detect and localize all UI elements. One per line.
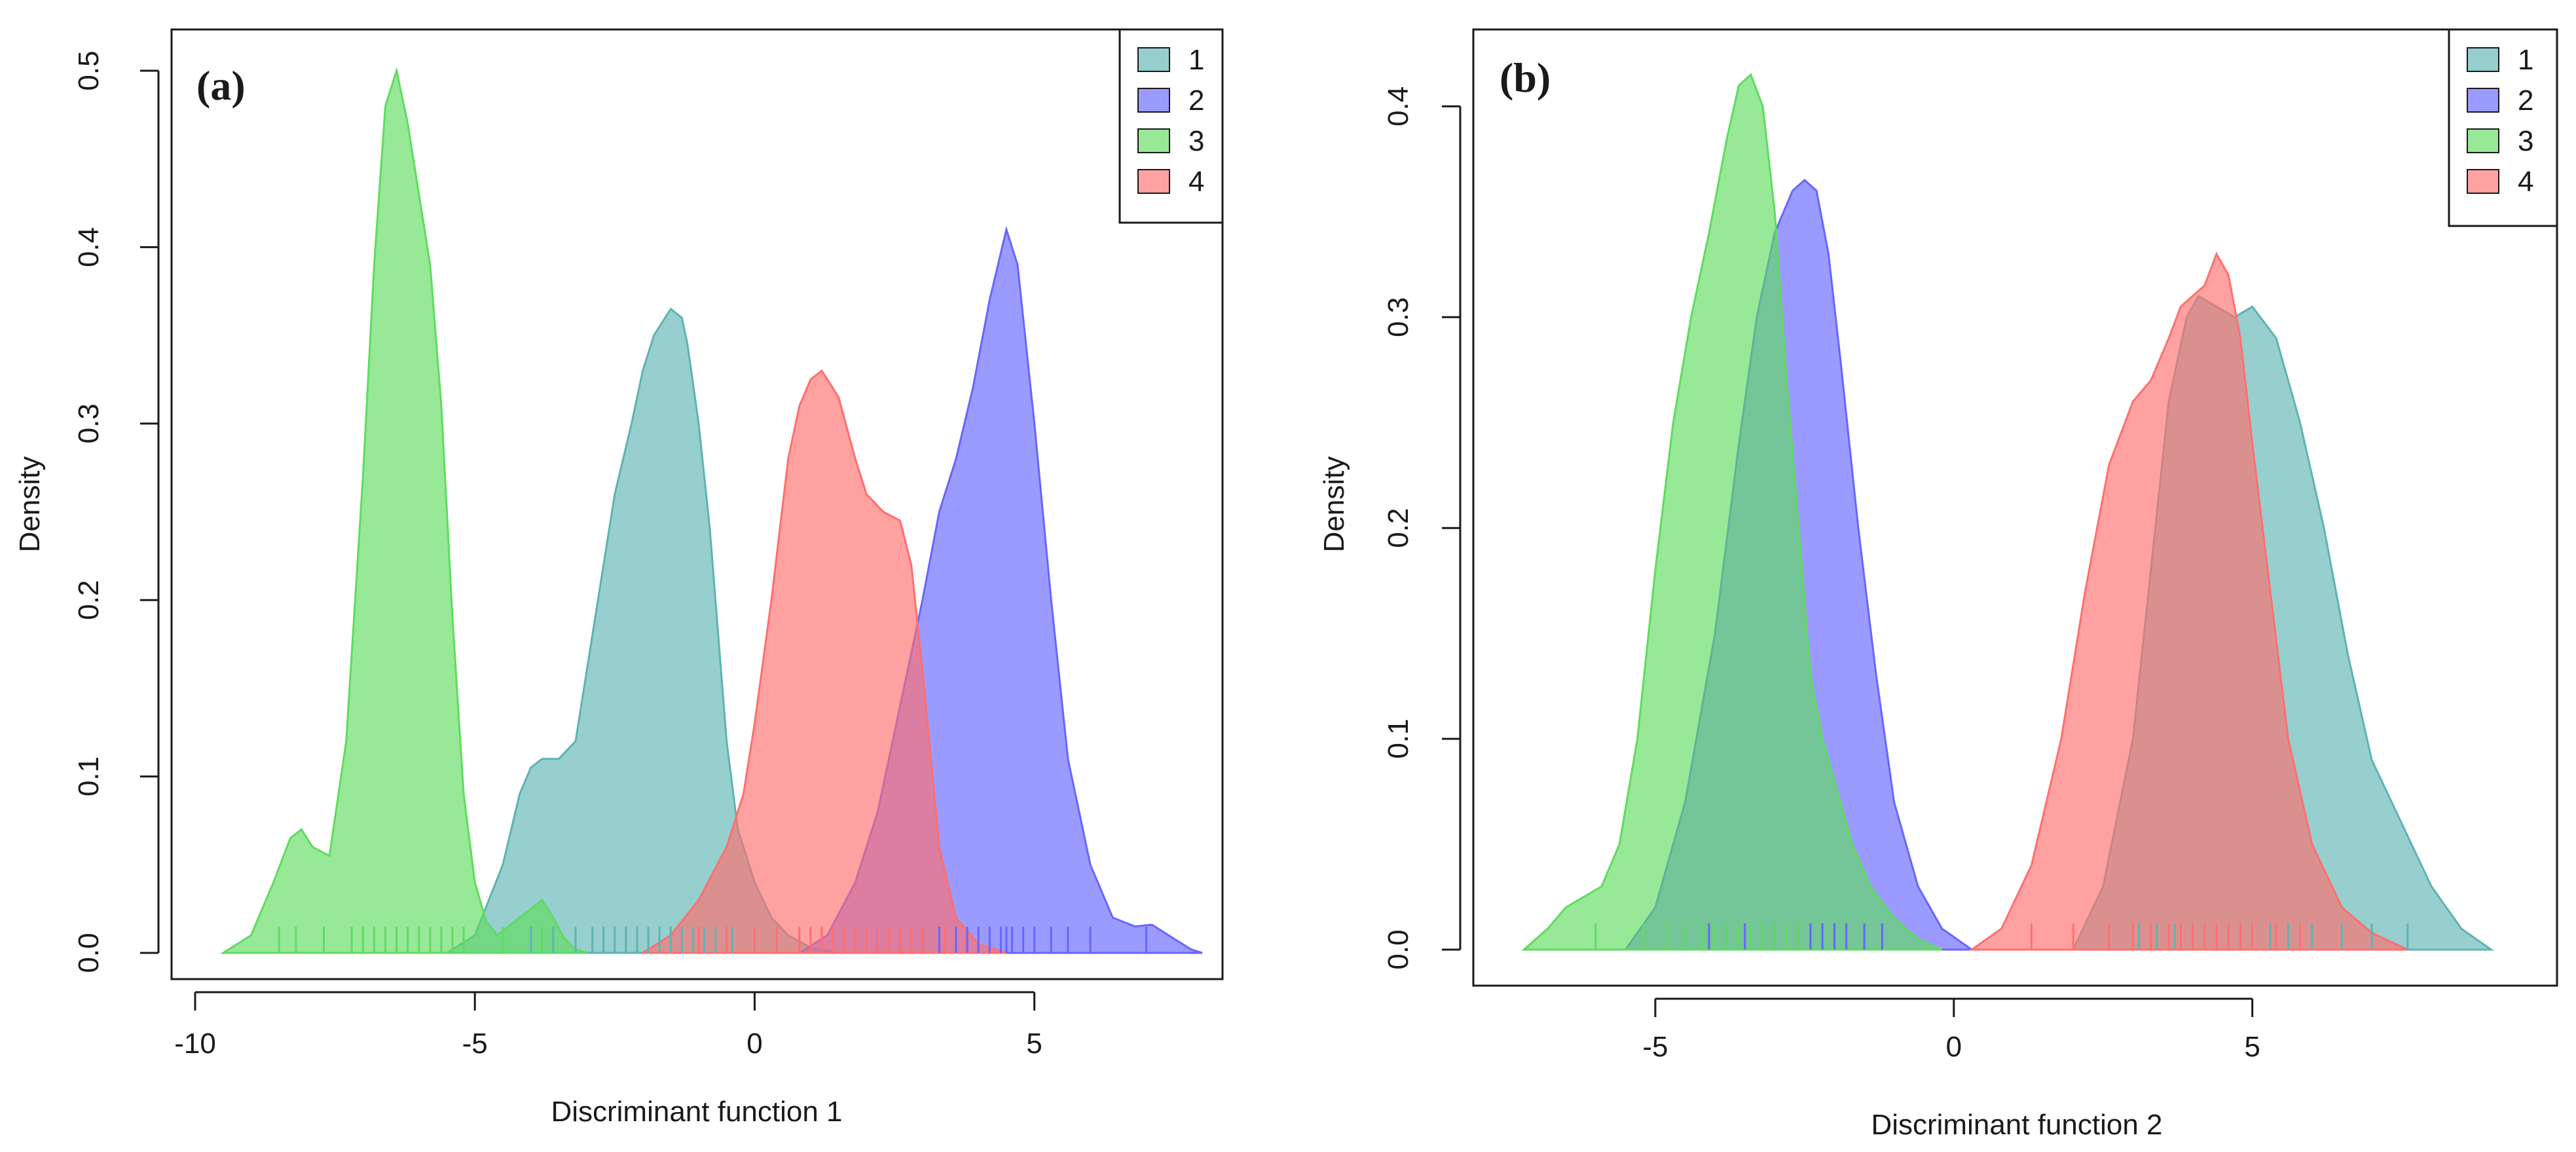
y-tick-label-b-1: 0.1	[1382, 719, 1414, 759]
x-axis-b: -5 0 5	[1642, 997, 2260, 1063]
legend-swatch-a-2	[1137, 88, 1170, 113]
panel-b: -5 0 5 0.0 0.1 0.2 0.3 0.4 (b) Discriminant fu…	[1318, 28, 2558, 1141]
x-axis-a: -10 -5 0 5	[174, 991, 1042, 1060]
rug-marks-b	[1594, 923, 2409, 950]
x-axis-title-a: Discriminant function 1	[551, 1096, 842, 1128]
plot-frame-a	[170, 28, 1224, 980]
x-tick-label-b-0: -5	[1642, 1031, 1668, 1063]
panel-label-a: (a)	[196, 62, 246, 109]
x-axis-title-b: Discriminant function 2	[1871, 1109, 2162, 1141]
legend-label-b-3: 3	[2518, 125, 2533, 157]
legend-box-a	[1118, 28, 1224, 224]
y-axis-b: 0.0 0.1 0.2 0.3 0.4	[1382, 86, 1462, 970]
density-areas-a	[219, 67, 1203, 954]
panel-label-b: (b)	[1500, 54, 1551, 101]
y-tick-label-b-0: 0.0	[1382, 929, 1414, 969]
x-tick-label-b-1: 0	[1946, 1031, 1962, 1063]
density-area-a-series-4	[639, 369, 1007, 954]
legend-label-a-2: 2	[1188, 84, 1204, 117]
y-tick-label-a-3: 0.3	[73, 403, 105, 443]
legend-label-b-1: 1	[2518, 44, 2533, 76]
x-tick-label-a-3: 5	[1026, 1028, 1042, 1060]
y-tick-label-a-4: 0.4	[73, 227, 105, 267]
legend-swatch-a-3	[1137, 128, 1170, 153]
y-axis-a: 0.0 0.1 0.2 0.3 0.4 0.5	[73, 50, 160, 973]
y-tick-label-b-2: 0.2	[1382, 508, 1414, 548]
y-tick-label-a-0: 0.0	[73, 933, 105, 973]
density-area-a-series-3	[219, 67, 587, 954]
rug-marks-a	[278, 927, 1148, 953]
x-tick-label-a-0: -10	[174, 1028, 216, 1060]
x-tick-label-a-2: 0	[746, 1028, 762, 1060]
y-tick-label-b-3: 0.3	[1382, 297, 1414, 337]
panel-a: -10 -5 0 5 0.0 0.1 0.2 0.3 0.4 0.5 (a) Discrimin…	[14, 28, 1224, 1128]
density-area-b-series-3	[1521, 73, 1943, 951]
y-tick-label-a-5: 0.5	[73, 50, 105, 90]
legend-label-a-3: 3	[1188, 125, 1204, 157]
legend-swatch-b-2	[2467, 88, 2499, 113]
x-tick-label-a-1: -5	[462, 1028, 488, 1060]
y-tick-label-b-4: 0.4	[1382, 86, 1414, 126]
x-tick-label-b-2: 5	[2244, 1031, 2260, 1063]
y-tick-label-a-2: 0.2	[73, 580, 105, 620]
legend-label-a-1: 1	[1188, 44, 1204, 76]
legend-swatch-a-1	[1137, 47, 1170, 72]
y-axis-title-a: Density	[14, 456, 46, 553]
legend-box-b	[2448, 28, 2558, 227]
plot-frame-b	[1472, 28, 2558, 987]
y-axis-title-b: Density	[1318, 456, 1350, 553]
density-areas-b	[1521, 73, 2495, 951]
y-tick-label-a-1: 0.1	[73, 756, 105, 796]
legend-label-b-4: 4	[2518, 166, 2533, 198]
legend-b: 1 2 3 4	[2448, 28, 2558, 227]
legend-swatch-b-1	[2467, 47, 2499, 72]
legend-a: 1 2 3 4	[1118, 28, 1224, 224]
legend-swatch-b-3	[2467, 128, 2499, 153]
legend-swatch-b-4	[2467, 169, 2499, 194]
legend-label-a-4: 4	[1188, 166, 1204, 198]
legend-label-b-2: 2	[2518, 84, 2533, 117]
density-area-b-series-4	[1968, 251, 2408, 951]
legend-swatch-a-4	[1137, 169, 1170, 194]
